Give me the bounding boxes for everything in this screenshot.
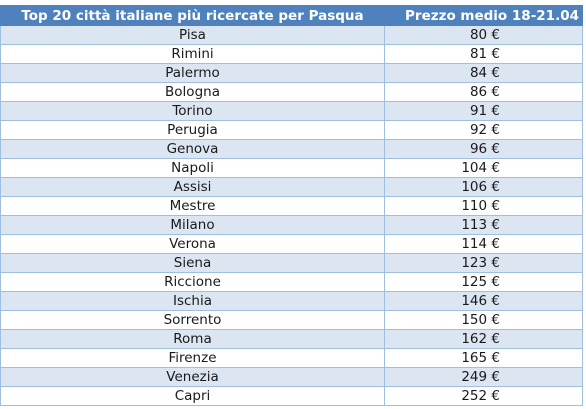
city-cell: Genova bbox=[0, 139, 385, 159]
city-cell: Siena bbox=[0, 253, 385, 273]
price-cell: 162 € bbox=[384, 329, 583, 349]
city-cell: Bologna bbox=[0, 82, 385, 102]
price-cell: 92 € bbox=[384, 120, 583, 140]
city-cell: Napoli bbox=[0, 158, 385, 178]
price-cell: 91 € bbox=[384, 101, 583, 121]
city-cell: Perugia bbox=[0, 120, 385, 140]
city-cell: Venezia bbox=[0, 367, 385, 387]
table-row: Assisi 106 € bbox=[0, 177, 583, 197]
table-row: Milano 113 € bbox=[0, 215, 583, 235]
price-table-container: Top 20 città italiane più ricercate per … bbox=[0, 5, 583, 406]
city-cell: Pisa bbox=[0, 25, 385, 45]
price-cell: 81 € bbox=[384, 44, 583, 64]
header-price: Prezzo medio 18-21.04 bbox=[384, 5, 583, 26]
header-row: Top 20 città italiane più ricercate per … bbox=[0, 5, 583, 26]
price-cell: 110 € bbox=[384, 196, 583, 216]
price-cell: 249 € bbox=[384, 367, 583, 387]
price-cell: 106 € bbox=[384, 177, 583, 197]
table-row: Verona 114 € bbox=[0, 234, 583, 254]
table-row: Venezia 249 € bbox=[0, 367, 583, 387]
city-cell: Rimini bbox=[0, 44, 385, 64]
price-cell: 125 € bbox=[384, 272, 583, 292]
city-cell: Riccione bbox=[0, 272, 385, 292]
table-header: Top 20 città italiane più ricercate per … bbox=[0, 5, 583, 26]
price-table: Top 20 città italiane più ricercate per … bbox=[0, 5, 583, 406]
table-row: Rimini 81 € bbox=[0, 44, 583, 64]
header-city: Top 20 città italiane più ricercate per … bbox=[0, 5, 385, 26]
city-cell: Sorrento bbox=[0, 310, 385, 330]
price-cell: 86 € bbox=[384, 82, 583, 102]
city-cell: Milano bbox=[0, 215, 385, 235]
city-cell: Palermo bbox=[0, 63, 385, 83]
table-row: Perugia 92 € bbox=[0, 120, 583, 140]
city-cell: Capri bbox=[0, 386, 385, 406]
city-cell: Ischia bbox=[0, 291, 385, 311]
table-row: Napoli 104 € bbox=[0, 158, 583, 178]
price-cell: 113 € bbox=[384, 215, 583, 235]
table-row: Riccione 125 € bbox=[0, 272, 583, 292]
city-cell: Roma bbox=[0, 329, 385, 349]
table-row: Bologna 86 € bbox=[0, 82, 583, 102]
price-cell: 114 € bbox=[384, 234, 583, 254]
price-cell: 104 € bbox=[384, 158, 583, 178]
price-cell: 96 € bbox=[384, 139, 583, 159]
table-row: Mestre 110 € bbox=[0, 196, 583, 216]
table-row: Pisa 80 € bbox=[0, 25, 583, 45]
price-cell: 150 € bbox=[384, 310, 583, 330]
price-cell: 165 € bbox=[384, 348, 583, 368]
price-cell: 84 € bbox=[384, 63, 583, 83]
table-row: Firenze 165 € bbox=[0, 348, 583, 368]
table-row: Torino 91 € bbox=[0, 101, 583, 121]
table-row: Ischia 146 € bbox=[0, 291, 583, 311]
city-cell: Assisi bbox=[0, 177, 385, 197]
table-row: Genova 96 € bbox=[0, 139, 583, 159]
table-row: Capri 252 € bbox=[0, 386, 583, 406]
table-row: Roma 162 € bbox=[0, 329, 583, 349]
table-row: Palermo 84 € bbox=[0, 63, 583, 83]
price-cell: 80 € bbox=[384, 25, 583, 45]
city-cell: Firenze bbox=[0, 348, 385, 368]
table-row: Sorrento 150 € bbox=[0, 310, 583, 330]
price-cell: 123 € bbox=[384, 253, 583, 273]
table-body: Pisa 80 € Rimini 81 € Palermo 84 € Bologna 86 €… bbox=[0, 25, 583, 406]
city-cell: Verona bbox=[0, 234, 385, 254]
city-cell: Torino bbox=[0, 101, 385, 121]
price-cell: 146 € bbox=[384, 291, 583, 311]
city-cell: Mestre bbox=[0, 196, 385, 216]
price-cell: 252 € bbox=[384, 386, 583, 406]
table-row: Siena 123 € bbox=[0, 253, 583, 273]
